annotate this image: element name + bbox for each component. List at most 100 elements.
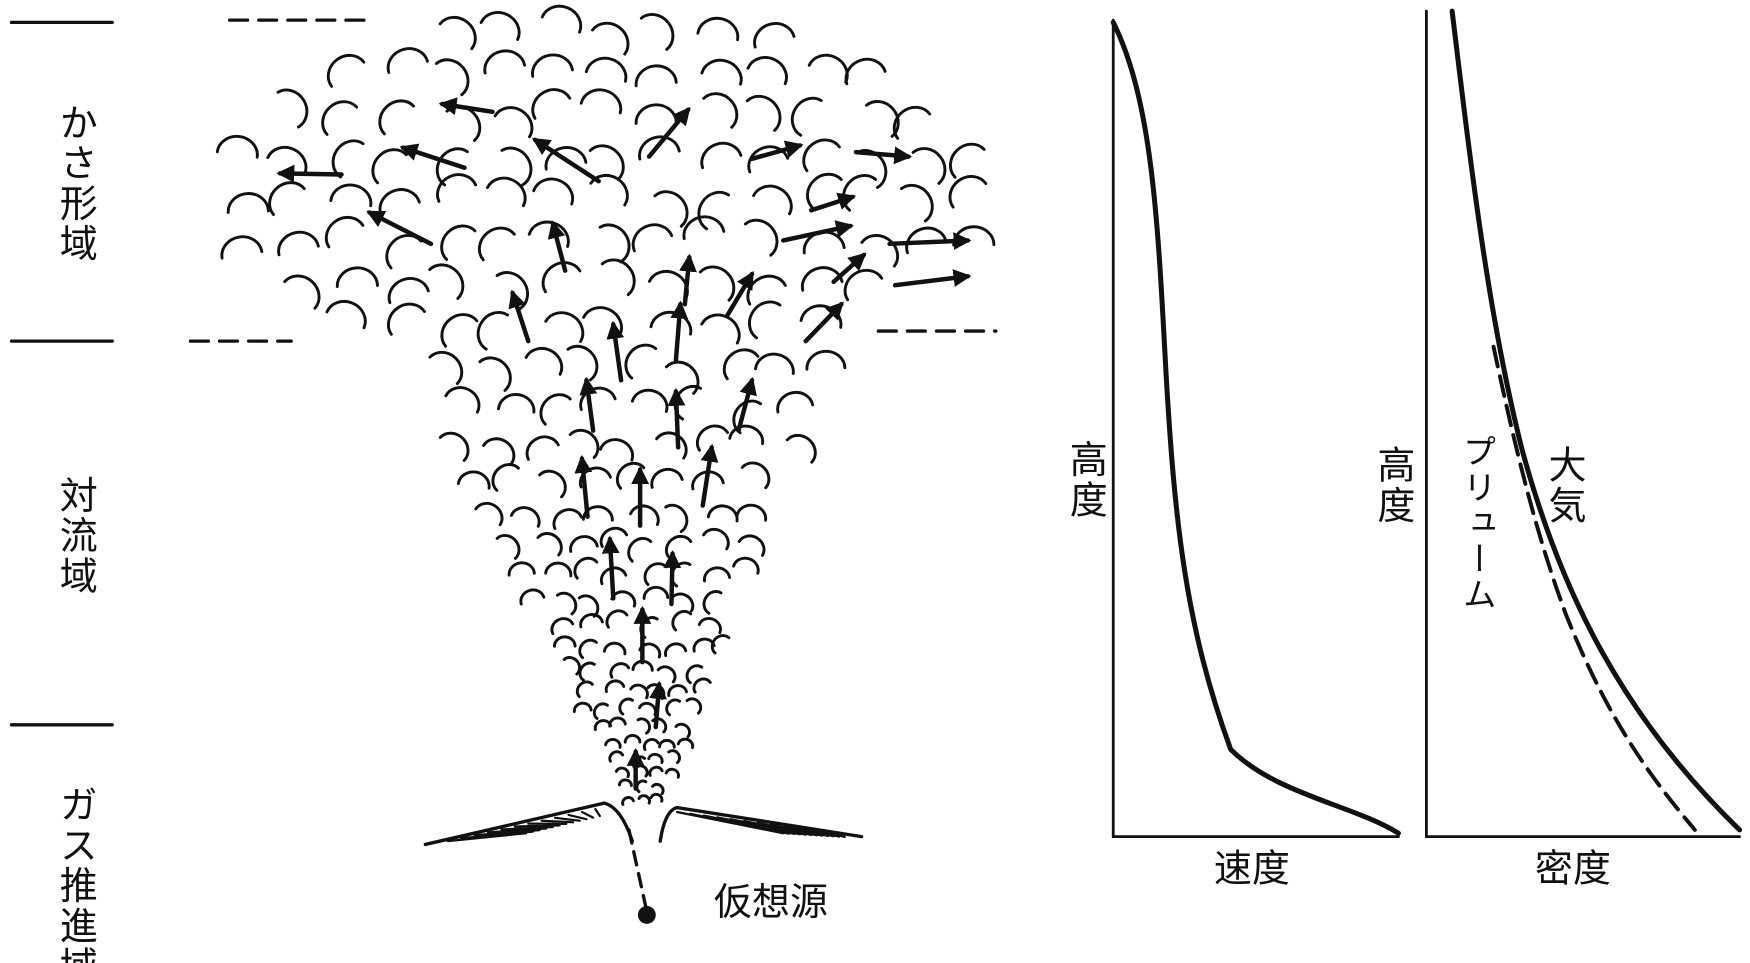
puff [698, 265, 736, 302]
hatch-line [500, 825, 554, 831]
zone-dashes [188, 18, 998, 343]
puff [629, 683, 649, 700]
zone-label: かさ形域 [53, 103, 97, 264]
puff [745, 94, 782, 132]
puff [527, 220, 570, 248]
puff [618, 697, 635, 716]
arrow [781, 220, 854, 243]
hatch-line [460, 830, 534, 840]
puff [860, 233, 900, 268]
arrow [809, 192, 857, 213]
puff [634, 764, 649, 778]
arrow [853, 146, 913, 165]
puff [540, 4, 583, 34]
puff [642, 585, 670, 600]
axis-label: 密度 [1535, 846, 1611, 890]
puff [624, 343, 658, 380]
arrow [892, 269, 972, 288]
hatch-line [540, 819, 575, 824]
puff [588, 144, 625, 181]
puff [444, 386, 481, 414]
arrow [667, 387, 686, 450]
puff [550, 617, 575, 636]
arrow [547, 220, 568, 273]
arrow [366, 210, 434, 247]
puff [664, 767, 680, 779]
puff [692, 677, 712, 694]
puff [614, 766, 630, 779]
puff [706, 504, 739, 523]
puff [478, 226, 516, 262]
puff [647, 752, 664, 764]
arrow [803, 301, 844, 344]
puff [617, 778, 633, 788]
puff [639, 616, 659, 639]
puff [664, 503, 689, 534]
puff [636, 717, 651, 735]
puff [790, 96, 823, 137]
puff [637, 794, 651, 805]
puff [495, 534, 521, 560]
puff [474, 502, 504, 527]
puff [602, 641, 627, 656]
puff [643, 562, 668, 587]
puff [600, 258, 636, 297]
puff [911, 147, 947, 185]
puff [562, 656, 582, 676]
hatch-line [580, 810, 595, 819]
puff [507, 561, 536, 577]
axis-label: 高度 [1371, 445, 1415, 526]
puff [623, 734, 642, 744]
curve-label: プリューム [1457, 434, 1496, 613]
puff [658, 738, 676, 749]
puff [572, 701, 593, 713]
axis-label: 速度 [1214, 846, 1290, 890]
zone-label: 対流域 [53, 475, 97, 596]
puff [631, 223, 674, 253]
puff [608, 716, 627, 728]
puff [667, 684, 688, 698]
puff [215, 134, 259, 159]
puff [434, 58, 470, 97]
arrow [670, 300, 689, 363]
puff [629, 504, 660, 526]
puff [702, 92, 739, 129]
puff [697, 190, 731, 231]
arrow [508, 289, 531, 344]
arrow [574, 455, 593, 519]
zone-label: ガス推進域 [53, 785, 97, 963]
puff [579, 386, 617, 411]
puff [752, 184, 793, 216]
puff [386, 302, 426, 336]
puff [321, 100, 359, 136]
puff [524, 346, 564, 376]
puff [378, 99, 416, 136]
puff [664, 642, 688, 658]
puff [438, 15, 477, 51]
puff [531, 88, 572, 120]
puff [283, 274, 321, 310]
puff [649, 310, 693, 336]
puff [905, 226, 948, 255]
arrow [276, 164, 344, 183]
arrow [399, 143, 467, 171]
puff [702, 590, 723, 615]
puff [800, 266, 844, 292]
puff [541, 261, 582, 294]
puff [685, 697, 703, 715]
puff [776, 391, 815, 414]
hatch-line [823, 830, 846, 839]
puff [509, 506, 541, 528]
velocity-graph [1110, 18, 1401, 839]
puff [634, 64, 678, 88]
puff [650, 467, 684, 489]
puff [485, 176, 527, 208]
puff [638, 135, 681, 161]
puff [682, 215, 726, 241]
puff [696, 16, 740, 42]
puff [746, 274, 787, 306]
puff [710, 634, 731, 655]
puff [500, 146, 533, 187]
arrow [831, 252, 867, 285]
